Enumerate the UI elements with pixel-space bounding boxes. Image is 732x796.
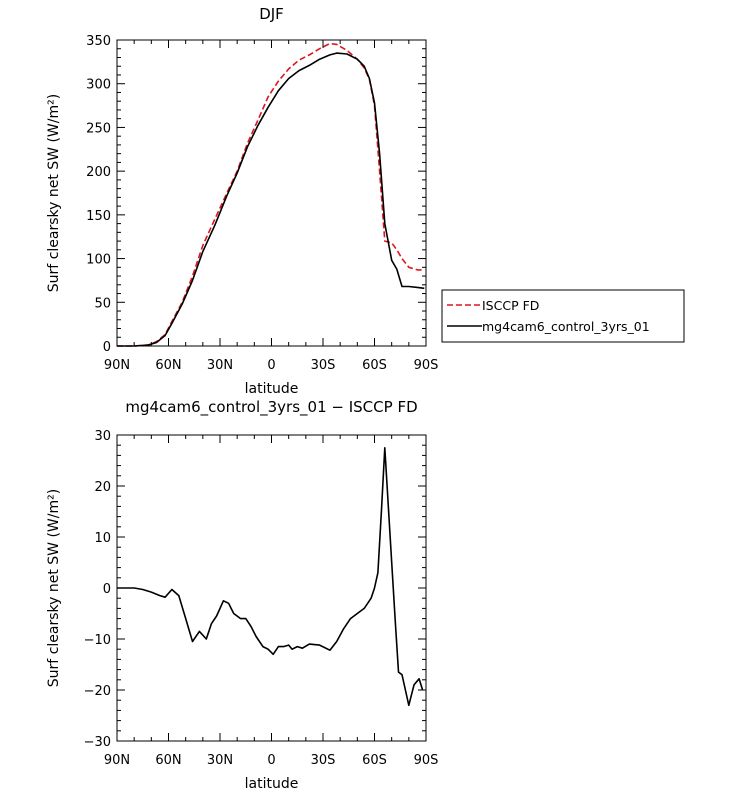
y-tick-label: 200 (86, 165, 111, 180)
x-tick-label: 30N (207, 358, 233, 373)
x-tick-label: 30N (207, 753, 233, 768)
y-tick-label: 20 (94, 480, 111, 495)
series-line-difference (117, 446, 424, 707)
plot-frame (116, 39, 427, 347)
y-axis-label: Surf clearsky net SW (W/m²) (46, 489, 62, 687)
legend-box (441, 289, 685, 343)
x-tick-label: 90N (104, 753, 130, 768)
x-tick-label: 30S (311, 358, 336, 373)
y-tick-label: −20 (84, 684, 111, 699)
plot-frame (116, 434, 427, 742)
x-axis-label: latitude (245, 381, 299, 397)
series-line-isccp-fd (117, 42, 425, 347)
y-tick-label: 100 (86, 253, 111, 268)
chart-title-top: DJF (259, 5, 284, 23)
y-axis-label: Surf clearsky net SW (W/m²) (46, 94, 62, 292)
y-tick-label: 300 (86, 78, 111, 93)
x-tick-label: 60N (155, 753, 181, 768)
chart-bottom: mg4cam6_control_3yrs_01 − ISCCP FD −30 −20… (46, 398, 438, 792)
y-tick-label: −30 (84, 735, 111, 750)
x-axis-label: latitude (245, 776, 299, 792)
x-tick-label: 90N (104, 358, 130, 373)
y-tick-label: 0 (103, 340, 111, 355)
x-tick-label: 0 (267, 358, 275, 373)
y-tick-label: 350 (86, 34, 111, 49)
y-tick-label: 150 (86, 209, 111, 224)
y-tick-label: 250 (86, 121, 111, 136)
y-tick-label: 30 (94, 429, 111, 444)
series-line-mg4cam6-control-3yrs-01 (117, 52, 425, 347)
y-tick-label: −10 (84, 633, 111, 648)
legend-label: mg4cam6_control_3yrs_01 (482, 319, 650, 334)
y-tick-label: 50 (94, 296, 111, 311)
x-tick-label: 60S (362, 753, 387, 768)
x-tick-label: 30S (311, 753, 336, 768)
x-tick-label: 60S (362, 358, 387, 373)
y-tick-label: 0 (103, 582, 111, 597)
x-tick-label: 0 (267, 753, 275, 768)
chart-title-bottom: mg4cam6_control_3yrs_01 − ISCCP FD (125, 398, 417, 417)
legend-label: ISCCP FD (482, 298, 539, 313)
legend: ISCCP FD mg4cam6_control_3yrs_01 (441, 289, 685, 343)
x-tick-label: 60N (155, 358, 181, 373)
chart-top: DJF 0 50 100 150 200 250 300 350 90N 60N 30N 0 30S 60S… (46, 5, 685, 397)
y-tick-label: 10 (94, 531, 111, 546)
x-tick-label: 90S (414, 753, 439, 768)
x-tick-label: 90S (414, 358, 439, 373)
